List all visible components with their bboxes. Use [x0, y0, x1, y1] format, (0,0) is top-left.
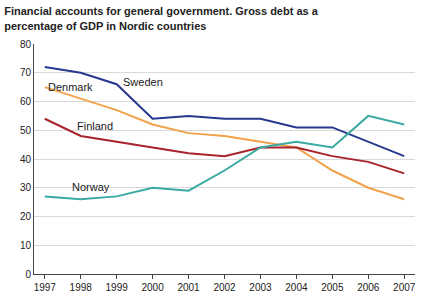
svg-text:80: 80: [20, 39, 32, 50]
svg-text:1999: 1999: [106, 282, 129, 293]
svg-text:1997: 1997: [34, 282, 57, 293]
svg-text:40: 40: [20, 154, 32, 165]
svg-text:2001: 2001: [177, 282, 200, 293]
svg-text:1998: 1998: [70, 282, 93, 293]
svg-text:10: 10: [20, 240, 32, 251]
svg-text:20: 20: [20, 211, 32, 222]
svg-text:70: 70: [20, 67, 32, 78]
svg-text:Sweden: Sweden: [123, 76, 163, 88]
svg-text:2004: 2004: [285, 282, 308, 293]
svg-text:2000: 2000: [141, 282, 164, 293]
svg-text:2007: 2007: [393, 282, 416, 293]
svg-text:2005: 2005: [321, 282, 344, 293]
svg-text:60: 60: [20, 96, 32, 107]
svg-text:50: 50: [20, 125, 32, 136]
svg-text:2006: 2006: [357, 282, 380, 293]
svg-text:2003: 2003: [249, 282, 272, 293]
svg-text:0: 0: [25, 269, 31, 280]
svg-text:Finland: Finland: [77, 120, 113, 132]
svg-text:30: 30: [20, 182, 32, 193]
svg-text:2002: 2002: [213, 282, 236, 293]
svg-text:Financial accounts for general: Financial accounts for general governmen…: [4, 5, 318, 31]
svg-text:Denmark: Denmark: [48, 81, 93, 93]
svg-text:Norway: Norway: [72, 181, 110, 193]
